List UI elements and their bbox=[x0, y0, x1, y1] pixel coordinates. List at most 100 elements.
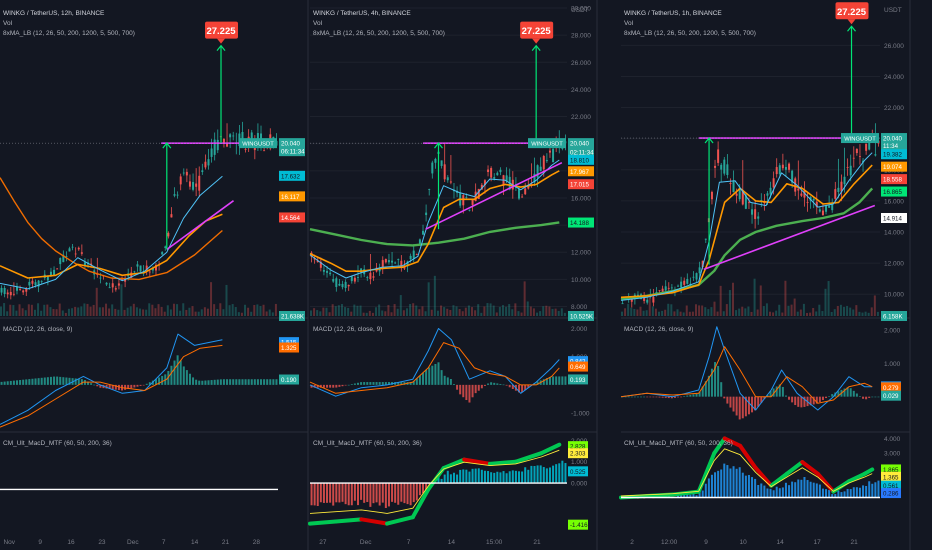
candle-body bbox=[329, 272, 332, 275]
support-trendline bbox=[166, 200, 234, 251]
candle-body bbox=[40, 281, 43, 283]
macd-histogram-bar bbox=[640, 396, 643, 398]
macd-histogram-bar bbox=[226, 379, 229, 385]
ult-histogram-bar bbox=[849, 489, 852, 498]
ult-signal-segment bbox=[769, 471, 789, 488]
ult-histogram-bar bbox=[505, 473, 508, 484]
macd-badge bbox=[279, 374, 299, 385]
ult-histogram-bar bbox=[754, 478, 757, 498]
macd-histogram-bar bbox=[781, 386, 784, 397]
volume-bar bbox=[467, 305, 470, 316]
volume-bar bbox=[225, 284, 228, 316]
volume-bar bbox=[532, 308, 535, 316]
ult-label: CM_Ult_MacD_MTF (60, 50, 200, 36) bbox=[313, 440, 422, 447]
macd-histogram-bar bbox=[797, 396, 800, 407]
ult-histogram-bar bbox=[781, 487, 784, 498]
ult-histogram-bar bbox=[855, 487, 858, 498]
candle-body bbox=[825, 205, 828, 212]
price-badge-text: 14.914 bbox=[883, 216, 902, 223]
candle-body bbox=[170, 214, 173, 218]
ult-histogram-bar bbox=[412, 483, 415, 503]
volume-bar bbox=[163, 311, 166, 316]
volume-bar bbox=[480, 312, 483, 316]
candle-body bbox=[527, 184, 530, 189]
macd-line bbox=[620, 326, 873, 411]
candle-body bbox=[185, 171, 188, 176]
candle-body bbox=[643, 295, 646, 301]
volume-bar bbox=[64, 312, 67, 316]
macd-signal-line bbox=[309, 342, 560, 394]
candle-body bbox=[418, 239, 421, 244]
macd-histogram-bar bbox=[754, 396, 757, 411]
volume-bar bbox=[210, 282, 213, 316]
candle-body bbox=[772, 178, 775, 188]
candle-body bbox=[226, 143, 229, 147]
volume-bar bbox=[49, 307, 52, 316]
candle-body bbox=[74, 253, 77, 255]
ema-200-line bbox=[0, 177, 223, 281]
ult-histogram-bar bbox=[378, 483, 381, 506]
volume-bar bbox=[695, 304, 697, 316]
macd-histogram-bar bbox=[877, 396, 880, 398]
volume-bar bbox=[701, 305, 704, 316]
volume-bar bbox=[313, 308, 316, 316]
macd-histogram-bar bbox=[136, 384, 139, 387]
macd-histogram-bar bbox=[375, 382, 378, 385]
macd-histogram-bar bbox=[695, 393, 698, 397]
price-badge bbox=[568, 166, 594, 177]
ult-histogram-bar bbox=[452, 472, 455, 484]
price-badge-text: 14.188 bbox=[570, 220, 589, 227]
volume-bar bbox=[117, 309, 120, 316]
macd-histogram-bar bbox=[533, 383, 536, 385]
volume-bar bbox=[265, 311, 268, 316]
volume-bar bbox=[194, 311, 197, 316]
volume-bar bbox=[824, 288, 827, 316]
macd-histogram-bar bbox=[381, 382, 384, 385]
candle-body bbox=[714, 165, 717, 168]
macd-histogram-bar bbox=[25, 379, 28, 385]
ult-histogram-bar bbox=[394, 483, 397, 503]
candle-body bbox=[319, 261, 322, 268]
ult-histogram-bar bbox=[483, 470, 486, 484]
macd-histogram-bar bbox=[624, 396, 627, 398]
macd-histogram-bar bbox=[852, 390, 855, 397]
macd-histogram-bar bbox=[548, 376, 551, 385]
macd-histogram-bar bbox=[707, 375, 710, 397]
macd-histogram-bar bbox=[369, 382, 372, 385]
price-badge-text: 16.865 bbox=[883, 189, 902, 196]
candle-body bbox=[65, 256, 68, 257]
volume-bar bbox=[111, 304, 114, 316]
candle-body bbox=[797, 188, 800, 191]
macd-histogram-bar bbox=[378, 382, 381, 385]
x-tick-label: 21 bbox=[533, 539, 541, 546]
ult-badge bbox=[568, 519, 588, 530]
ult-histogram-bar bbox=[508, 471, 511, 484]
x-tick-label: 9 bbox=[704, 539, 708, 546]
price-badge-text: 20.040 bbox=[570, 141, 589, 148]
macd-histogram-bar bbox=[313, 384, 316, 388]
macd-histogram-bar bbox=[192, 377, 195, 385]
candle-body bbox=[6, 292, 9, 295]
macd-badge-text: 0.649 bbox=[570, 364, 586, 371]
macd-histogram-bar bbox=[56, 376, 59, 385]
ult-histogram-bar bbox=[710, 474, 713, 498]
candle-body bbox=[701, 260, 704, 268]
candle-body bbox=[499, 169, 502, 173]
candle-body bbox=[133, 271, 136, 273]
macd-signal-line bbox=[0, 344, 223, 428]
price-badge bbox=[881, 161, 907, 172]
ult-histogram-bar bbox=[545, 468, 548, 484]
macd-histogram-bar bbox=[418, 375, 421, 385]
volume-bar bbox=[679, 311, 682, 316]
volume-bar bbox=[166, 305, 169, 316]
volume-bar bbox=[268, 309, 271, 316]
price-badge-text: 19.074 bbox=[883, 164, 902, 171]
macd-histogram-bar bbox=[43, 377, 46, 385]
macd-histogram-bar bbox=[670, 396, 673, 399]
volume-bar bbox=[52, 309, 55, 316]
candle-body bbox=[425, 212, 428, 216]
macd-histogram-bar bbox=[65, 377, 68, 385]
macd-histogram-bar bbox=[862, 396, 865, 399]
symbol-badge-text: WINGUSDT bbox=[531, 142, 563, 148]
